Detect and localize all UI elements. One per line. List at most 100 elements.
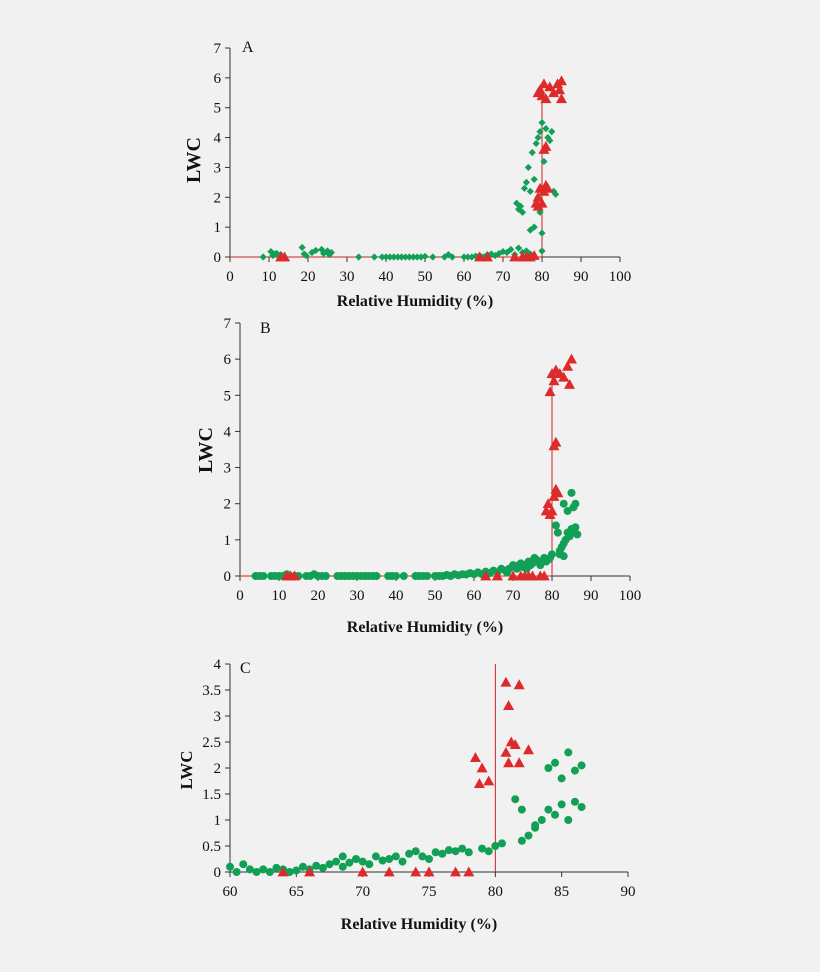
x-tick-label: 20 <box>311 588 326 604</box>
data-point <box>540 157 548 166</box>
data-point <box>370 253 378 261</box>
data-point <box>513 679 525 690</box>
data-point <box>515 244 523 252</box>
data-point <box>418 852 427 861</box>
data-point <box>559 552 568 561</box>
data-point <box>394 253 402 261</box>
data-point <box>378 856 387 865</box>
data-point <box>292 866 301 875</box>
data-point <box>524 163 532 172</box>
data-point <box>365 860 374 869</box>
x-tick-label: 85 <box>554 884 569 900</box>
data-point <box>398 253 406 261</box>
data-point <box>474 251 486 262</box>
data-point <box>484 847 493 856</box>
data-point <box>513 757 525 768</box>
data-point <box>464 848 473 857</box>
data-point <box>516 202 525 210</box>
data-point <box>312 246 320 255</box>
data-point <box>491 570 503 581</box>
data-point <box>537 816 546 824</box>
data-point <box>478 844 487 853</box>
data-point <box>538 229 546 237</box>
data-point <box>239 860 248 869</box>
data-point <box>554 84 566 95</box>
data-point <box>338 862 347 871</box>
data-point <box>483 775 495 786</box>
data-point <box>468 253 476 261</box>
data-point <box>577 761 586 770</box>
data-point <box>562 360 574 371</box>
data-point <box>252 868 261 876</box>
data-point <box>551 810 560 819</box>
data-point <box>320 249 328 258</box>
x-tick-label: 30 <box>350 588 365 604</box>
y-tick-label: 5 <box>214 101 222 117</box>
x-tick-label: 80 <box>535 269 550 285</box>
data-point <box>392 572 400 580</box>
data-point <box>520 184 529 192</box>
data-point <box>571 523 580 532</box>
panel-label: C <box>240 660 251 677</box>
x-tick-label: 50 <box>418 269 433 285</box>
data-point <box>573 530 582 539</box>
data-point <box>500 746 512 757</box>
data-point <box>564 748 573 757</box>
data-point <box>532 139 540 148</box>
data-point <box>383 866 395 877</box>
data-point <box>500 676 512 687</box>
data-point <box>425 855 433 863</box>
data-point <box>405 253 413 261</box>
data-point <box>526 187 534 195</box>
data-point <box>413 253 421 261</box>
data-point <box>566 353 577 364</box>
data-point <box>304 866 316 877</box>
data-point <box>411 847 420 856</box>
x-tick-label: 30 <box>340 269 355 285</box>
data-point <box>542 125 550 133</box>
x-tick-label: 10 <box>272 588 287 604</box>
y-tick-label: 2 <box>214 761 222 777</box>
x-axis-title: Relative Humidity (%) <box>341 916 497 933</box>
y-tick-label: 7 <box>224 316 232 332</box>
data-point <box>401 253 410 261</box>
series-green <box>226 748 586 876</box>
data-point <box>577 803 586 811</box>
data-point <box>530 223 538 231</box>
panel-b: 0 10 20 30 40 50 60 70 80 90 100 0 1 2 3 4 5 6 7 B Relative … <box>195 316 641 636</box>
data-point <box>540 141 552 151</box>
data-point <box>298 862 307 871</box>
x-tick-label: 20 <box>301 269 316 285</box>
data-point <box>302 251 310 260</box>
data-point <box>536 197 548 208</box>
y-tick-label: 2 <box>224 497 232 513</box>
data-point <box>515 205 523 213</box>
data-point <box>405 849 414 858</box>
data-point <box>534 133 542 142</box>
data-point <box>540 93 552 104</box>
data-point <box>524 831 533 840</box>
data-point <box>460 253 468 261</box>
data-point <box>544 133 552 142</box>
data-point <box>536 128 544 136</box>
y-tick-label: 3 <box>224 461 232 477</box>
data-point <box>429 253 437 261</box>
data-point <box>517 836 526 845</box>
data-point <box>398 857 407 866</box>
data-point <box>312 861 321 870</box>
y-tick-label: 4 <box>214 131 222 147</box>
series-green <box>251 488 582 580</box>
x-tick-label: 40 <box>379 269 394 285</box>
y-tick-label: 0.5 <box>202 839 221 855</box>
data-point <box>544 764 553 772</box>
data-point <box>417 253 425 261</box>
data-point <box>564 816 573 824</box>
data-point <box>438 849 447 858</box>
data-point <box>448 253 456 261</box>
y-tick-label: 1 <box>214 220 222 236</box>
panel-label: A <box>242 39 254 56</box>
data-point <box>528 148 536 157</box>
data-point <box>491 842 500 850</box>
data-point <box>531 823 540 832</box>
